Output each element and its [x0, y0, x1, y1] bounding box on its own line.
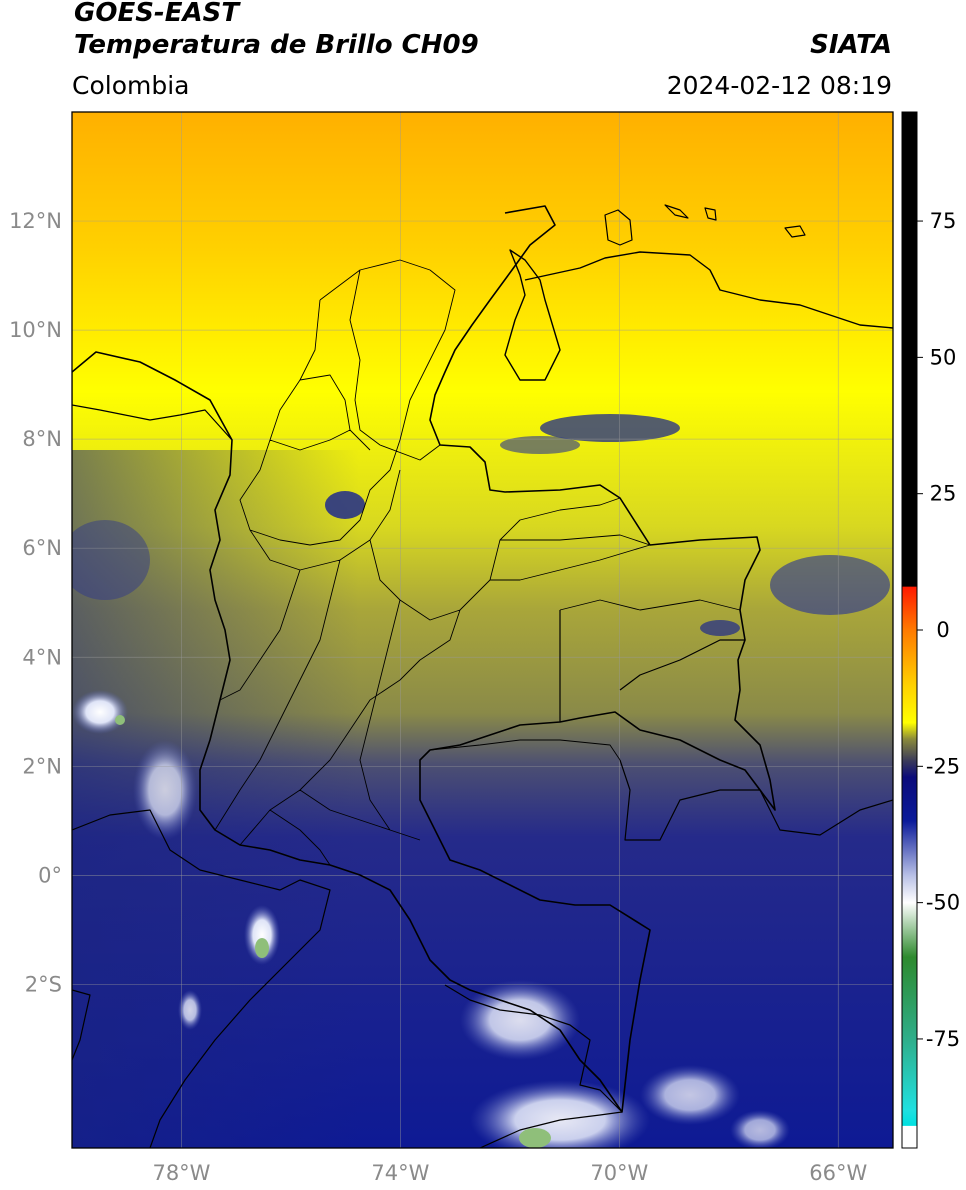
latitude-labels: 12°N 10°N 8°N 6°N 4°N 2°N 0° 2°S	[9, 209, 62, 996]
lon-tick-label: 78°W	[152, 1161, 210, 1185]
country-border-venezuela-brazil	[559, 610, 893, 841]
lat-tick-label: 6°N	[22, 536, 62, 560]
graticule	[72, 112, 893, 1148]
country-border-colombia	[72, 205, 776, 1113]
colorbar-tick-label: 50	[930, 345, 957, 369]
lat-tick-label: 2°S	[25, 972, 62, 996]
colorbar-tick-label: 0	[936, 618, 949, 642]
panama-coast	[72, 372, 233, 441]
department-borders	[214, 259, 741, 866]
boundaries	[72, 204, 893, 1148]
lat-tick-label: 8°N	[22, 427, 62, 451]
lon-tick-label: 70°W	[590, 1161, 648, 1185]
lat-tick-label: 10°N	[9, 318, 62, 342]
lon-tick-label: 74°W	[371, 1161, 429, 1185]
colorbar-tick-label: 25	[930, 482, 957, 506]
brand-label: SIATA	[810, 30, 892, 60]
colorbar-tick-label: 75	[930, 209, 957, 233]
cloud-features	[72, 414, 890, 1148]
title-satellite: GOES-EAST	[74, 0, 240, 28]
country-border-ecuador-peru	[72, 809, 331, 1148]
lon-tick-label: 66°W	[809, 1161, 867, 1185]
lat-tick-label: 4°N	[22, 645, 62, 669]
colorbar-tick-label: -50	[926, 891, 960, 915]
coastline-island-3	[704, 207, 717, 221]
coastline-island-1	[604, 209, 633, 246]
colorbar-fill	[902, 112, 917, 1148]
title-product: Temperatura de Brillo CH09	[74, 30, 479, 60]
colorbar-ticks: 75 50 25 0 -25 -50 -75	[917, 209, 960, 1051]
map-frame	[71, 111, 894, 1149]
lat-tick-label: 12°N	[9, 209, 62, 233]
datetime-label: 2024-02-12 08:19	[666, 71, 892, 100]
country-border-peru-brazil	[444, 984, 623, 1148]
coastline-caribbean	[524, 251, 893, 329]
colorbar-tick-label: -25	[926, 754, 960, 778]
colorbar-tick-label: -75	[926, 1027, 960, 1051]
coastline-island-2	[664, 204, 689, 219]
colorbar: 75 50 25 0 -25 -50 -75	[901, 111, 960, 1149]
region-label: Colombia	[72, 71, 190, 100]
coastline-island-4	[784, 225, 806, 238]
lat-tick-label: 2°N	[22, 754, 62, 778]
longitude-labels: 78°W 74°W 70°W 66°W	[152, 1161, 867, 1185]
lat-tick-label: 0°	[38, 863, 62, 887]
